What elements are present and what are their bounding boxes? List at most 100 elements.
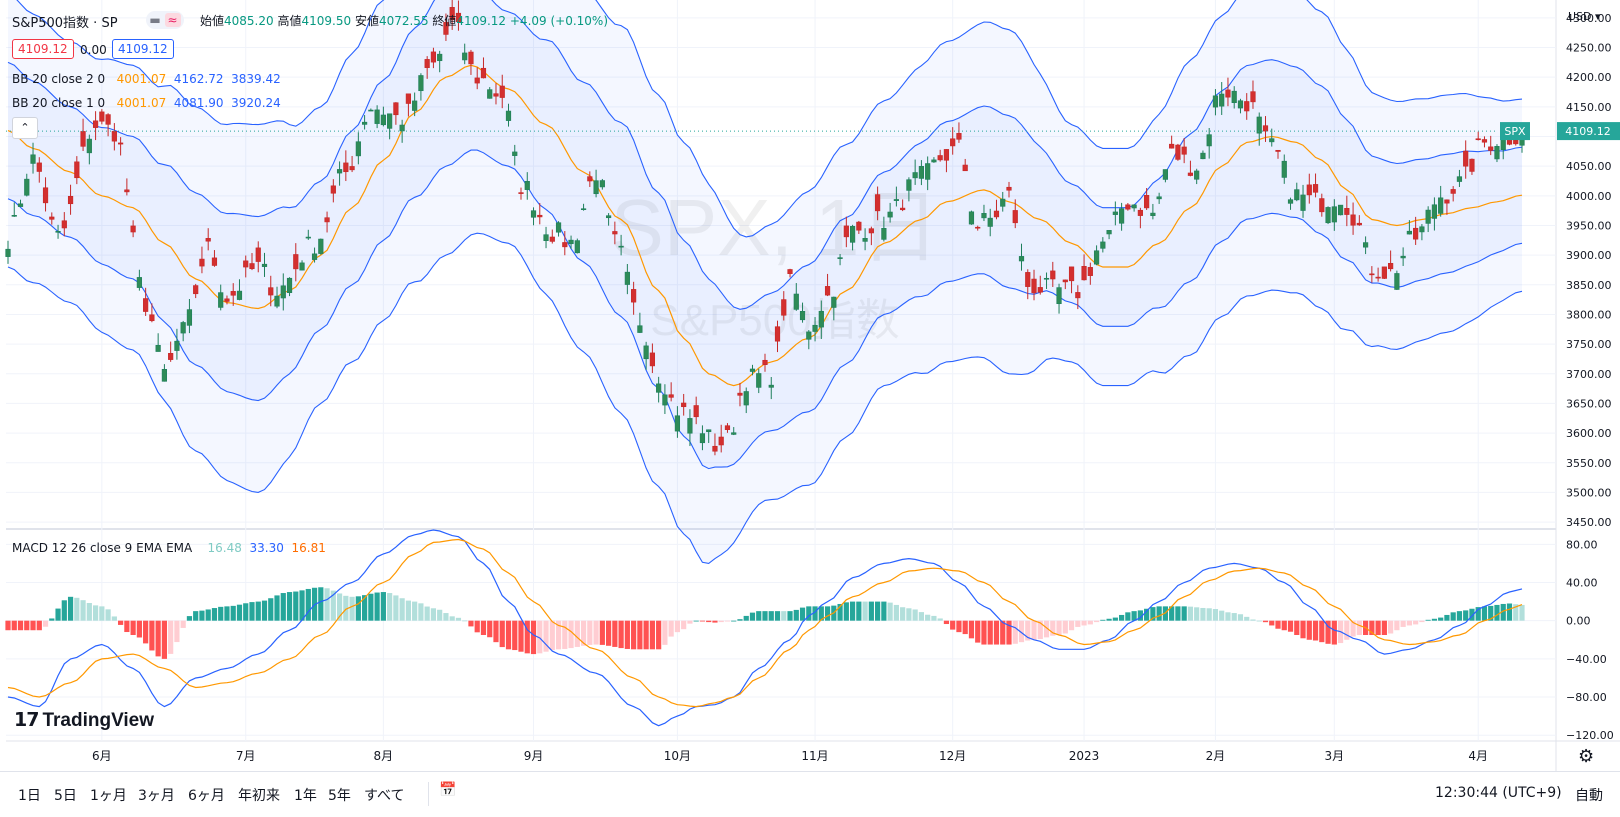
macd-hist-bar [956,620,962,633]
sell-price-box[interactable]: 4109.12 [12,39,74,59]
candle-body [24,178,30,196]
macd-hist-bar [1225,612,1231,621]
currency-menu[interactable]: USD ▾ [1568,10,1601,23]
candle-body [86,138,92,154]
tradingview-logo[interactable]: ⁠𝟭𝟳 TradingView [14,709,154,732]
spread-value: 0.00 [80,43,107,57]
macd-legend[interactable]: MACD 12 26 close 9 EMA EMA 16.48 33.30 1… [12,541,326,555]
price-axis: 3450.00 3500.00 3550.00 3600.00 3650.00 3700.… [1566,12,1612,529]
range-6m[interactable]: 6ヶ月 [188,788,225,804]
candle [724,423,731,433]
candle [875,186,881,221]
macd-tick-label: −80.00 [1566,691,1607,704]
candle-body [1194,170,1200,180]
symbol-name[interactable]: S&P500指数 · SP [12,16,118,31]
candle [343,150,349,182]
candle-body [424,59,430,68]
macd-hist-bar [255,601,261,621]
macd-hist-bar [218,606,224,621]
price-tag-symbol-bg [1500,122,1530,141]
range-ytd[interactable]: 年初来 [238,788,280,804]
macd-label: MACD 12 26 close 9 EMA EMA [12,541,193,555]
price-tag-value: 4109.12 [1565,125,1611,138]
candle-body [918,166,925,179]
candle-body [674,415,681,432]
macd-hist-bar [1212,609,1219,621]
candle [968,210,975,225]
range-1y[interactable]: 1年 [294,788,317,804]
candle-body [887,211,893,218]
bb1-legend[interactable]: BB 20 close 1 0 4001.07 4081.90 3920.24 [12,96,281,110]
time-tick-label: 2023 [1069,749,1100,763]
candle [11,202,17,217]
candle-body [1169,143,1175,149]
macd-hist-bar [462,620,468,622]
candle-body [462,52,468,61]
range-1m[interactable]: 1ヶ月 [90,788,127,804]
macd-hist-bar [824,606,831,621]
macd-hist-bar [305,588,311,621]
macd-tick-label: −40.00 [1566,653,1607,666]
macd-hist-bar [74,597,80,621]
candle [555,221,562,237]
candle-body [1119,208,1125,224]
macd-hist-bar [393,595,399,621]
candle-body [1062,279,1068,283]
macd-hist-bar [1206,608,1212,621]
bb1-lower-line [7,149,1523,470]
candle-body [1463,150,1469,167]
candle [731,427,737,436]
candle-body [1356,222,1362,226]
candle-body [1100,241,1106,249]
macd-hist-bar [918,612,925,621]
candle [956,122,962,143]
macd-hist-bar [336,593,343,621]
range-1d[interactable]: 1日 [18,788,41,804]
macd-hist-bar [1388,620,1394,634]
wave-icon: ≈ [164,13,181,27]
candle [443,13,449,41]
price-tick-label: 3750.00 [1566,338,1612,351]
auto-scale-button[interactable]: 自動 [1575,788,1603,804]
buy-price-box[interactable]: 4109.12 [112,39,174,59]
candle [824,273,831,297]
candle-body [818,310,824,328]
range-5d[interactable]: 5日 [54,788,77,804]
macd-hist-bar [1431,618,1438,621]
candle-body [168,353,174,360]
candle [706,429,712,443]
macd-hist-bar [1144,608,1150,621]
candle [405,93,411,117]
collapse-legend-button[interactable]: ⌃ [12,117,38,139]
bb2-legend[interactable]: BB 20 close 2 0 4001.07 4162.72 3839.42 [12,72,281,86]
macd-hist-value: 16.48 [207,541,242,555]
settings-icon[interactable]: ⚙ [1578,746,1595,767]
candle [505,103,512,127]
candle [368,108,374,112]
candle [455,0,462,31]
candle-body [443,22,449,35]
range-all[interactable]: すべて [364,788,405,804]
time-tick-label: 7月 [236,749,256,763]
candle [668,382,674,402]
symbol-title[interactable]: S&P500指数 · SP [12,12,118,31]
candle [712,433,718,456]
date-range-button[interactable]: 📅 [428,782,463,806]
currency-label: USD [1568,10,1592,23]
macd-hist-bar [1312,620,1319,641]
candle [462,43,468,65]
bb2-upper: 4162.72 [173,72,224,86]
range-3m[interactable]: 3ヶ月 [138,788,175,804]
candle-body [261,263,268,267]
candle-body [293,254,299,270]
candle-body [180,322,186,334]
range-5y[interactable]: 5年 [328,788,351,804]
candle [193,283,199,299]
macd-hist-bar [1269,620,1275,626]
candle-body [280,285,286,299]
candle [1206,127,1212,159]
macd-hist-bar [1068,620,1075,631]
visibility-toggle[interactable]: ▬ ≈ [146,11,184,29]
clock-time[interactable]: 12:30:44 (UTC+9) [1435,785,1562,801]
